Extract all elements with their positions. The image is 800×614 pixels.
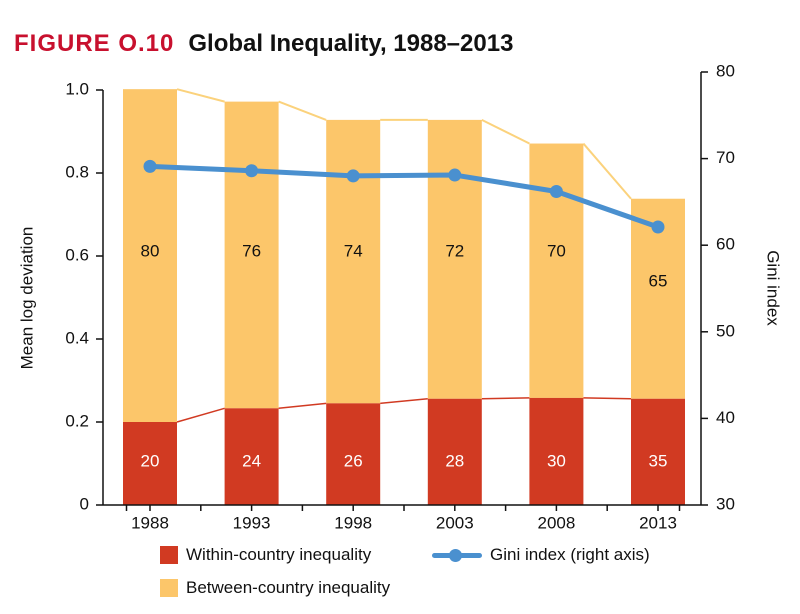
right-axis-tick-label: 40 [716,408,735,427]
connector-within [278,402,327,410]
gini-point [549,185,563,199]
right-axis-tick-label: 50 [716,321,735,340]
bar-label-within: 30 [547,451,566,470]
legend-within: Within-country inequality [160,545,371,565]
bar-label-between: 65 [649,271,668,290]
legend-swatch-gini [432,546,482,564]
bar-between [326,119,381,404]
left-axis-tick-label: 0.6 [65,245,89,264]
bar-within [427,398,482,505]
y2-axis-title: Gini index [764,250,783,326]
connector-within [583,397,632,400]
bar-label-between: 72 [445,241,464,260]
bar-between [529,143,584,398]
legend-gini: Gini index (right axis) [432,545,650,565]
gini-point [245,164,259,178]
bar-label-between: 74 [344,241,363,260]
bar-between [224,101,279,409]
connector-between [582,142,632,200]
right-axis-tick-label: 80 [716,61,735,80]
x-axis-tick-label: 2008 [537,513,575,532]
legend-label-between: Between-country inequality [186,578,391,597]
y-axis-title: Mean log deviation [17,227,36,370]
bar-label-between: 76 [242,241,261,260]
left-axis-tick-label: 0 [80,494,89,513]
bar-label-between: 70 [547,241,566,260]
bar-within [326,403,381,505]
x-axis-tick-label: 1993 [233,513,271,532]
bar-between [123,89,177,423]
bar-label-within: 28 [445,451,464,470]
right-axis-tick-label: 70 [716,148,735,167]
bar-label-within: 35 [649,451,668,470]
figure-title-text: Global Inequality, 1988–2013 [188,30,514,57]
connector-within [380,398,428,405]
figure-title: FIGURE O.10 Global Inequality, 1988–2013 [14,30,513,58]
x-axis-tick-label: 1998 [334,513,372,532]
figure-label: FIGURE O.10 [14,30,175,57]
x-axis-tick-label: 2003 [436,513,474,532]
connector-between [481,118,530,145]
bar-within [529,397,584,505]
x-axis-tick-label: 1988 [131,513,169,532]
left-axis-tick-label: 0.8 [65,162,89,181]
legend-swatch-within [160,546,178,564]
bar-label-between: 80 [141,241,160,260]
bar-within [123,422,177,505]
gini-point [448,168,462,182]
legend-label-within: Within-country inequality [186,545,372,564]
legend-between: Between-country inequality [160,578,390,598]
right-axis-tick-label: 60 [716,235,735,254]
connector-within [176,407,225,423]
left-axis-tick-label: 1.0 [65,79,89,98]
left-axis-tick-label: 0.2 [65,411,89,430]
legend-swatch-between [160,579,178,597]
x-axis-tick-label: 2013 [639,513,677,532]
bar-between [427,119,482,399]
connector-within [481,397,530,400]
connector-between [176,88,225,103]
right-axis-tick-label: 30 [716,494,735,513]
bar-label-within: 20 [141,451,160,470]
connector-between [278,100,327,121]
bar-label-within: 26 [344,451,363,470]
bar-label-within: 24 [242,451,261,470]
bar-within [224,408,279,505]
gini-point [143,159,157,173]
gini-point [651,220,665,234]
left-axis-tick-label: 0.4 [65,328,89,347]
bar-within [631,398,685,505]
gini-point [346,169,360,183]
legend-label-gini: Gini index (right axis) [490,545,650,564]
gini-line [147,163,661,230]
